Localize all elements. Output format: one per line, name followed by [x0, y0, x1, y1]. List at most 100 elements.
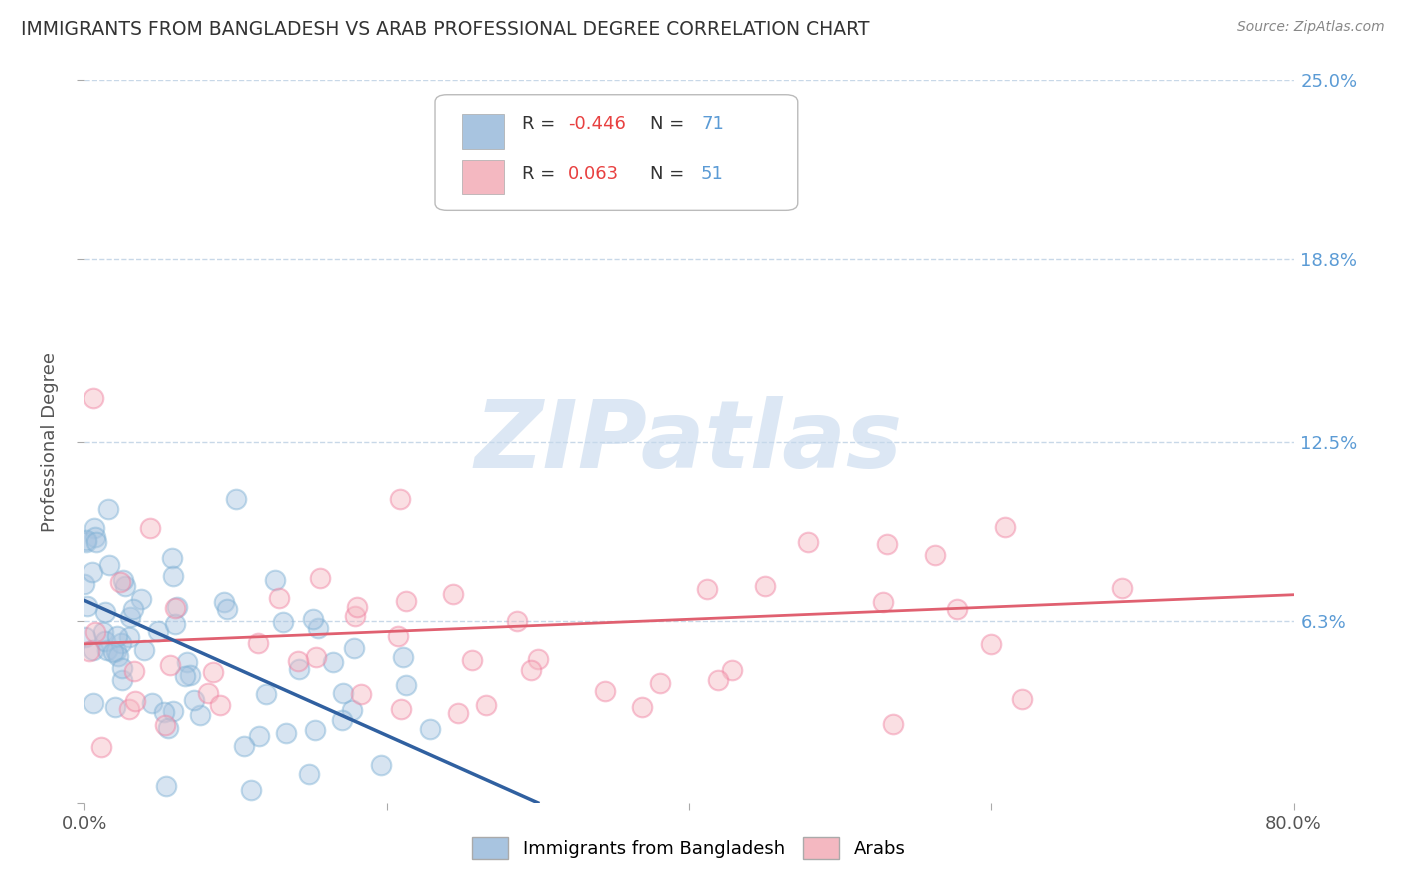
Point [118, 630, 141, 644]
Point [288, 662, 311, 676]
Point [188, 708, 211, 723]
Point [155, 779, 177, 793]
Point [75, 535, 97, 549]
Point [370, 758, 392, 772]
Point [215, 602, 238, 616]
Point [247, 636, 270, 650]
Point [302, 612, 325, 626]
Point [247, 729, 270, 743]
Point [208, 698, 231, 712]
Point [395, 594, 418, 608]
Point [179, 668, 201, 682]
Point [872, 595, 894, 609]
Point [162, 704, 184, 718]
Point [108, 575, 131, 590]
Point [162, 568, 184, 582]
Point [166, 599, 188, 614]
Point [96, 643, 118, 657]
Text: Source: ZipAtlas.com: Source: ZipAtlas.com [1237, 20, 1385, 34]
Point [153, 718, 176, 732]
Text: -0.446: -0.446 [568, 115, 626, 133]
Point [90, 740, 112, 755]
Point [797, 535, 820, 549]
Point [1011, 692, 1033, 706]
Point [107, 649, 129, 664]
Point [419, 722, 441, 736]
Point [160, 550, 183, 565]
Point [176, 656, 198, 670]
Point [75, 630, 97, 644]
Point [82, 643, 104, 657]
Point [146, 624, 169, 639]
Text: ZIPatlas: ZIPatlas [475, 395, 903, 488]
Point [395, 678, 418, 692]
Point [83, 521, 105, 535]
Point [298, 767, 321, 781]
Text: 0.063: 0.063 [568, 165, 619, 183]
Point [111, 573, 134, 587]
Text: 71: 71 [702, 115, 724, 133]
Text: IMMIGRANTS FROM BANGLADESH VS ARAB PROFESSIONAL DEGREE CORRELATION CHART: IMMIGRANTS FROM BANGLADESH VS ARAB PROFE… [21, 20, 869, 38]
Point [124, 694, 146, 708]
Point [83, 625, 105, 640]
Point [197, 686, 219, 700]
Point [1111, 581, 1133, 595]
Point [225, 492, 247, 507]
Point [461, 653, 484, 667]
Point [110, 636, 132, 650]
Point [650, 676, 672, 690]
Point [75, 533, 97, 547]
Point [84, 530, 107, 544]
Point [163, 601, 186, 615]
Point [304, 723, 326, 737]
Point [93, 605, 115, 619]
Point [122, 664, 145, 678]
Point [104, 699, 127, 714]
Point [631, 699, 654, 714]
Point [520, 663, 543, 677]
Point [97, 502, 120, 516]
FancyBboxPatch shape [461, 160, 503, 194]
Point [141, 697, 163, 711]
Point [346, 599, 368, 614]
Point [202, 665, 225, 679]
Point [593, 684, 616, 698]
Point [101, 644, 124, 658]
Point [104, 643, 127, 657]
Point [721, 663, 744, 677]
Point [129, 591, 152, 606]
Point [98, 558, 121, 572]
Point [77, 644, 100, 658]
Point [94, 634, 117, 648]
Point [389, 701, 412, 715]
Point [212, 595, 235, 609]
Point [332, 686, 354, 700]
Point [267, 591, 290, 606]
Point [159, 658, 181, 673]
Point [322, 655, 344, 669]
Text: R =: R = [522, 115, 561, 133]
Point [183, 693, 205, 707]
Point [304, 650, 326, 665]
Text: R =: R = [522, 165, 561, 183]
Point [349, 687, 371, 701]
Point [441, 587, 464, 601]
Text: 51: 51 [702, 165, 724, 183]
Point [271, 615, 294, 629]
Point [163, 617, 186, 632]
Point [447, 706, 470, 720]
Point [132, 642, 155, 657]
Point [330, 714, 353, 728]
Point [232, 739, 254, 754]
Point [274, 725, 297, 739]
Point [387, 629, 409, 643]
Point [924, 548, 946, 562]
Point [91, 624, 114, 639]
Point [111, 661, 134, 675]
Point [526, 652, 548, 666]
Point [122, 602, 145, 616]
Point [80, 566, 103, 580]
Point [343, 609, 366, 624]
Point [263, 573, 285, 587]
Point [157, 722, 180, 736]
